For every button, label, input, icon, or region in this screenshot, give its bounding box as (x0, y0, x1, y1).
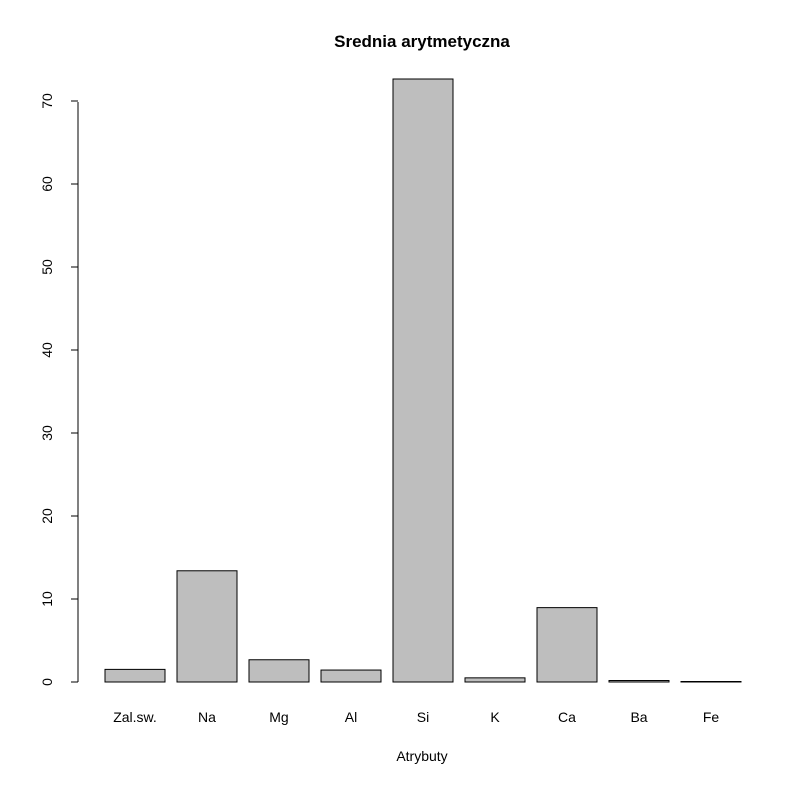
y-tick-label: 0 (39, 678, 55, 686)
x-tick-label: Al (345, 709, 357, 725)
x-tick-label: Fe (703, 709, 720, 725)
y-tick-label: 10 (39, 591, 55, 607)
chart-title: Srednia arytmetyczna (334, 32, 510, 51)
x-tick-label: K (490, 709, 500, 725)
bar (320, 669, 382, 683)
y-tick-label: 30 (39, 425, 55, 441)
x-axis-labels: Zal.sw. Na Mg Al Si K Ca Ba Fe (113, 709, 719, 725)
bar (248, 659, 310, 683)
bar (608, 680, 670, 683)
x-tick-label: Zal.sw. (113, 709, 157, 725)
y-tick-label: 70 (39, 93, 55, 109)
x-tick-label: Si (417, 709, 429, 725)
y-tick-label: 40 (39, 342, 55, 358)
y-tick-label: 20 (39, 508, 55, 524)
y-tick-label: 50 (39, 259, 55, 275)
bar (680, 681, 742, 683)
bar (104, 668, 166, 683)
x-tick-label: Ca (558, 709, 576, 725)
bar (464, 677, 526, 683)
y-axis-ticks: 0 10 20 30 40 50 60 70 (39, 93, 78, 686)
x-tick-label: Mg (269, 709, 288, 725)
bar (536, 607, 598, 683)
y-tick-label: 60 (39, 176, 55, 192)
x-tick-label: Ba (630, 709, 647, 725)
x-tick-label: Na (198, 709, 216, 725)
x-axis-title: Atrybuty (396, 748, 447, 764)
bars-group (104, 78, 742, 683)
bar (176, 570, 238, 683)
bar (392, 78, 454, 683)
